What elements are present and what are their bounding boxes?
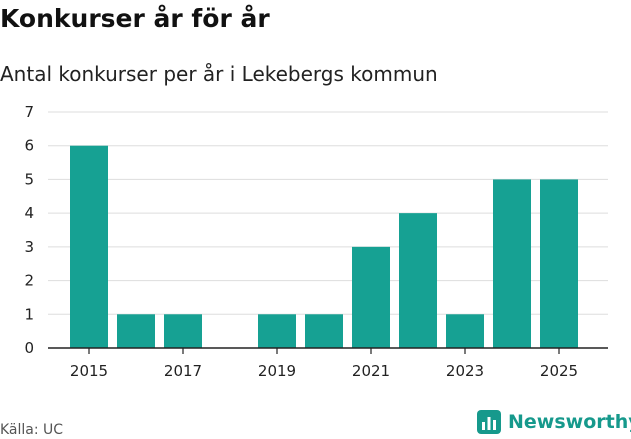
chart-title: Konkurser år för år <box>0 4 270 33</box>
y-tick-label-7: 7 <box>24 103 34 121</box>
y-tick-label-5: 5 <box>24 170 34 188</box>
bar-2019 <box>258 314 296 348</box>
bar-2020 <box>305 314 343 348</box>
bar-chart: 0 1 2 3 4 5 6 7 2015 2017 2019 2021 2023 2025 <box>24 103 608 380</box>
x-axis: 2015 2017 2019 2021 2023 2025 <box>48 347 608 380</box>
x-tick-label-2017: 2017 <box>164 362 202 380</box>
source-note: Källa: UC <box>0 422 64 438</box>
y-tick-label-2: 2 <box>24 272 34 290</box>
y-tick-label-0: 0 <box>24 339 34 357</box>
bar-2025 <box>540 179 578 348</box>
x-tick-label-2021: 2021 <box>352 362 390 380</box>
y-tick-label-1: 1 <box>24 305 34 323</box>
brand-name: Newsworthy <box>508 411 631 433</box>
y-tick-label-4: 4 <box>24 204 34 222</box>
newsworthy-logo: Newsworthy <box>476 409 631 435</box>
bar-2016 <box>117 314 155 348</box>
bar-2023 <box>446 314 484 348</box>
x-tick-label-2015: 2015 <box>70 362 108 380</box>
bar-2017 <box>164 314 202 348</box>
y-tick-label-6: 6 <box>24 137 34 155</box>
x-tick-label-2019: 2019 <box>258 362 296 380</box>
chart-subtitle: Antal konkurser per år i Lekebergs kommu… <box>0 62 438 86</box>
bar-2022 <box>399 213 437 348</box>
x-tick-label-2025: 2025 <box>540 362 578 380</box>
bar-2024 <box>493 179 531 348</box>
bars <box>70 145 578 348</box>
bar-2021 <box>352 246 390 348</box>
x-tick-label-2023: 2023 <box>446 362 484 380</box>
y-tick-label-3: 3 <box>24 238 34 256</box>
bar-2015 <box>70 145 108 348</box>
y-axis-ticks: 0 1 2 3 4 5 6 7 <box>24 103 34 357</box>
bar-chart-logo-icon <box>477 410 501 434</box>
